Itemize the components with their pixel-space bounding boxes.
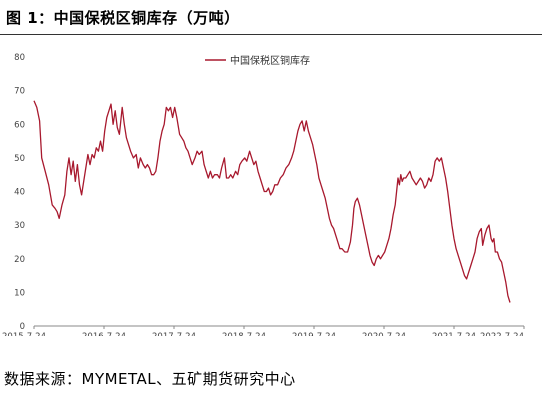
x-tick-label: 2021-7-24 [432,332,476,336]
x-tick-label: 2015-7-24 [2,332,46,336]
title-divider [0,34,542,35]
y-tick-label: 60 [14,120,25,130]
y-tick-label: 40 [14,188,25,198]
x-tick-label: 2016-7-24 [82,332,126,336]
x-tick-label: 2022-7-24 [480,332,524,336]
chart-area: 0 10 20 30 40 50 60 70 80 2015-7-24 2016-7-24 2017… [2,53,525,336]
x-axis-ticks: 2015-7-24 2016-7-24 2017-7-24 2018-7-24 2019… [2,326,525,336]
y-tick-label: 20 [14,255,25,265]
y-tick-label: 10 [14,288,25,298]
source-note: 数据来源：MYMETAL、五矿期货研究中心 [4,370,296,388]
x-tick-label: 2017-7-24 [152,332,196,336]
legend: 中国保税区铜库存 [205,54,310,67]
y-axis-ticks: 0 10 20 30 40 50 60 70 80 [14,53,25,332]
legend-label: 中国保税区铜库存 [230,54,310,67]
y-tick-label: 70 [14,87,25,97]
y-tick-label: 50 [14,154,25,164]
figure-title: 图 1：中国保税区铜库存（万吨） [6,9,240,27]
x-tick-label: 2020-7-24 [362,332,406,336]
y-tick-label: 30 [14,221,25,231]
x-tick-label: 2019-7-24 [292,332,336,336]
y-tick-label: 80 [14,53,25,63]
y-tick-label: 0 [20,322,25,332]
x-tick-label: 2018-7-24 [222,332,266,336]
series-line-bonded-copper-stock [33,100,511,303]
